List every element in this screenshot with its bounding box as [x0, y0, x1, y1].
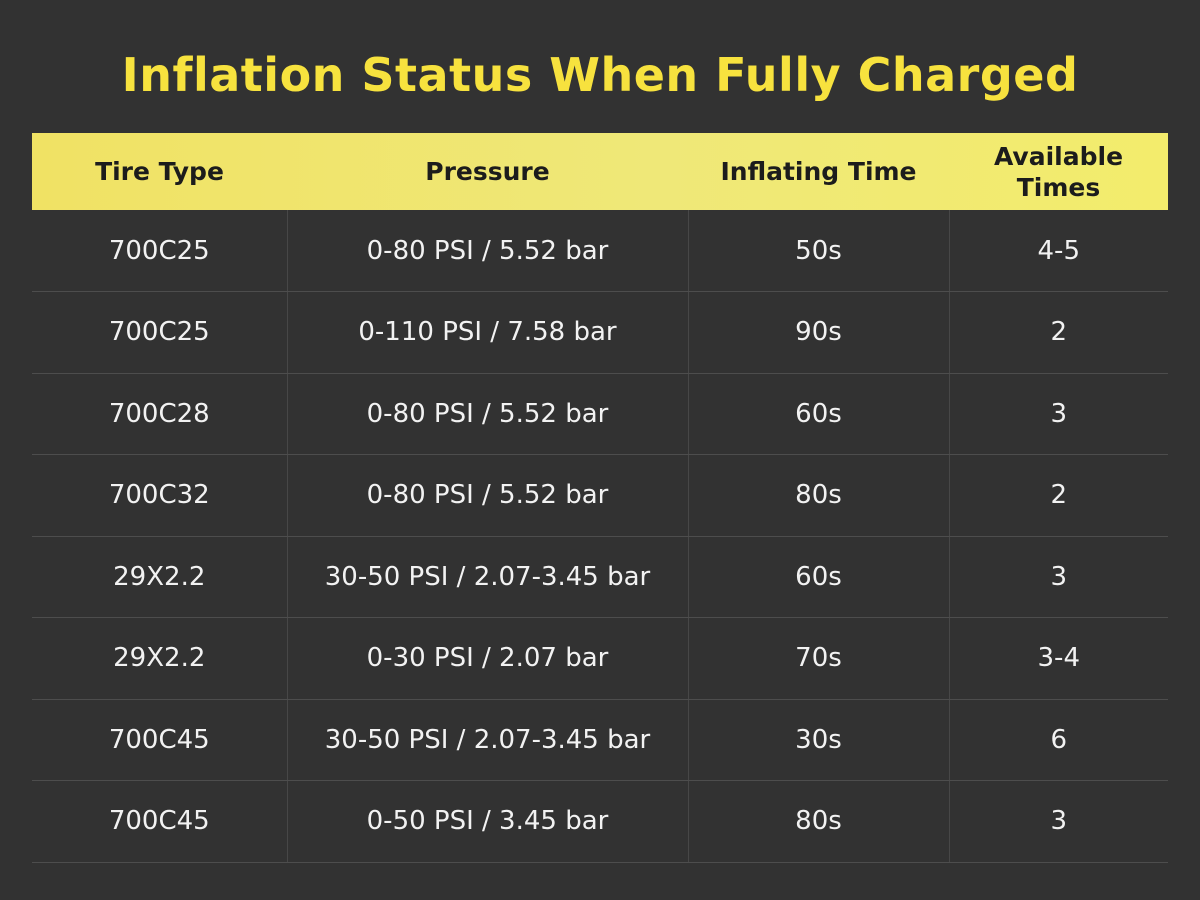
cell-tire-type: 700C45	[32, 699, 287, 781]
cell-pressure: 30-50 PSI / 2.07-3.45 bar	[286, 536, 688, 618]
cell-pressure: 0-80 PSI / 5.52 bar	[286, 210, 688, 292]
cell-available-times: 3-4	[948, 617, 1168, 700]
cell-pressure: 0-110 PSI / 7.58 bar	[286, 291, 688, 374]
cell-available-times: 3	[948, 373, 1168, 455]
cell-tire-type: 700C32	[32, 454, 287, 537]
cell-tire-type: 700C25	[32, 210, 287, 292]
cell-available-times: 4-5	[948, 210, 1168, 292]
cell-inflating-time: 80s	[687, 780, 949, 863]
inflation-table-container: Tire Type Pressure Inflating Time Availa…	[32, 133, 1168, 863]
cell-available-times: 3	[948, 536, 1168, 618]
cell-pressure: 0-80 PSI / 5.52 bar	[286, 373, 688, 455]
cell-tire-type: 29X2.2	[32, 617, 287, 700]
cell-available-times: 6	[948, 699, 1168, 781]
cell-tire-type: 700C28	[32, 373, 287, 455]
cell-tire-type: 700C45	[32, 780, 287, 863]
cell-pressure: 0-80 PSI / 5.52 bar	[286, 454, 688, 537]
header-pressure: Pressure	[425, 157, 550, 186]
cell-inflating-time: 90s	[687, 291, 949, 374]
cell-inflating-time: 80s	[687, 454, 949, 537]
table-body: 700C25 0-80 PSI / 5.52 bar 50s 4-5 700C2…	[32, 210, 1168, 863]
table-row: 700C32 0-80 PSI / 5.52 bar 80s 2	[32, 454, 1168, 537]
cell-inflating-time: 70s	[687, 617, 949, 700]
page-title: Inflation Status When Fully Charged	[121, 48, 1079, 102]
cell-available-times: 3	[948, 780, 1168, 863]
cell-inflating-time: 60s	[687, 536, 949, 618]
cell-inflating-time: 60s	[687, 373, 949, 455]
table-row: 700C45 0-50 PSI / 3.45 bar 80s 3	[32, 780, 1168, 863]
cell-pressure: 0-50 PSI / 3.45 bar	[286, 780, 688, 863]
cell-inflating-time: 50s	[687, 210, 949, 292]
table-header: Tire Type Pressure Inflating Time Availa…	[32, 133, 1168, 210]
header-available-times: Available Times	[993, 141, 1124, 202]
table-row: 700C45 30-50 PSI / 2.07-3.45 bar 30s 6	[32, 699, 1168, 781]
cell-pressure: 0-30 PSI / 2.07 bar	[286, 617, 688, 700]
cell-available-times: 2	[948, 454, 1168, 537]
cell-inflating-time: 30s	[687, 699, 949, 781]
table-row: 700C25 0-110 PSI / 7.58 bar 90s 2	[32, 291, 1168, 374]
cell-tire-type: 29X2.2	[32, 536, 287, 618]
header-inflating-time: Inflating Time	[720, 157, 917, 186]
header-tire-type: Tire Type	[95, 157, 224, 186]
table-row: 700C28 0-80 PSI / 5.52 bar 60s 3	[32, 373, 1168, 455]
cell-tire-type: 700C25	[32, 291, 287, 374]
inflation-table: Tire Type Pressure Inflating Time Availa…	[32, 133, 1168, 863]
table-row: 29X2.2 0-30 PSI / 2.07 bar 70s 3-4	[32, 617, 1168, 700]
cell-available-times: 2	[948, 291, 1168, 374]
table-row: 700C25 0-80 PSI / 5.52 bar 50s 4-5	[32, 210, 1168, 292]
table-row: 29X2.2 30-50 PSI / 2.07-3.45 bar 60s 3	[32, 536, 1168, 618]
cell-pressure: 30-50 PSI / 2.07-3.45 bar	[286, 699, 688, 781]
header-row: Tire Type Pressure Inflating Time Availa…	[32, 133, 1168, 210]
